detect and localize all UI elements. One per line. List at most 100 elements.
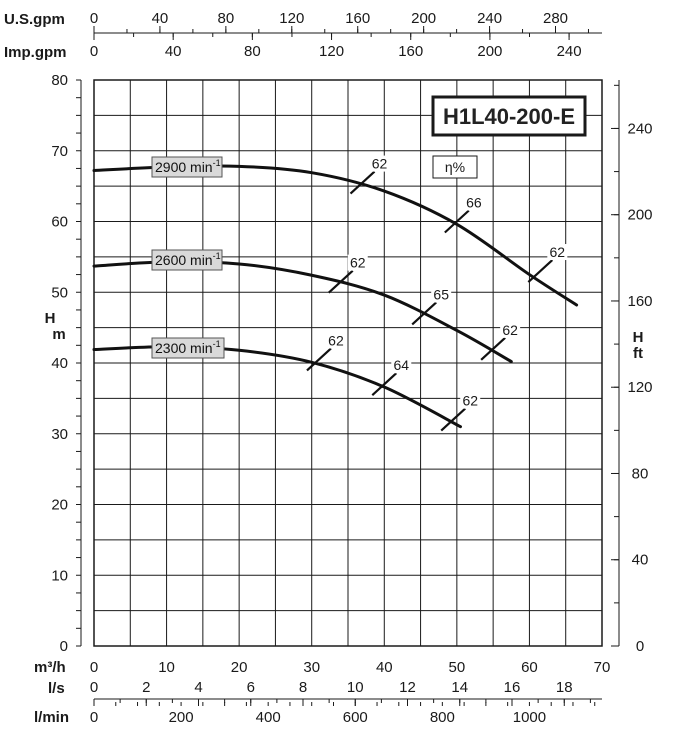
top1-tick-label: 40 (152, 10, 169, 27)
efficiency-value-label: 64 (393, 357, 409, 373)
bottom1-tick-label: 60 (521, 659, 538, 676)
top1-tick-label: 120 (279, 10, 304, 27)
right-tick-label: 0 (636, 638, 644, 655)
efficiency-tick (527, 259, 554, 283)
chart-title: H1L40-200-E (443, 104, 575, 129)
right-tick-label: 240 (627, 120, 652, 137)
top2-tick-label: 240 (557, 43, 582, 60)
top2-tick-label: 120 (319, 43, 344, 60)
efficiency-label-bg (500, 321, 521, 338)
bottom3-tick-label: 400 (256, 709, 281, 726)
efficiency-label-bg (369, 155, 390, 172)
right-axis-name-h: H (633, 329, 644, 346)
right-axis-name-unit: ft (633, 345, 643, 362)
bottom2-tick-label: 12 (399, 679, 416, 696)
bottom2-tick-label: 2 (142, 679, 150, 696)
plot-frame (93, 79, 603, 647)
speed-label-box (151, 337, 225, 359)
left-axis-name-unit: m (52, 326, 65, 343)
bottom1-tick-label: 40 (376, 659, 393, 676)
top2-tick-label: 80 (244, 43, 261, 60)
bottom3-axis-name: l/min (34, 709, 69, 726)
efficiency-label: η% (445, 159, 465, 175)
top1-tick-label: 0 (90, 10, 98, 27)
bottom1-tick-label: 50 (449, 659, 466, 676)
top2-tick-label: 200 (477, 43, 502, 60)
bottom2-tick-label: 10 (347, 679, 364, 696)
bottom2-tick-label: 14 (451, 679, 468, 696)
right-tick-label: 200 (627, 207, 652, 224)
top2-axis-name: Imp.gpm (4, 44, 67, 61)
left-tick-label: 30 (51, 426, 68, 443)
speed-label-text: 2600 min-1 (155, 251, 221, 268)
left-tick-label: 80 (51, 72, 68, 89)
left-tick-label: 20 (51, 497, 68, 514)
right-tick-label: 160 (627, 293, 652, 310)
left-axis-name-h: H (45, 310, 56, 327)
left-tick-label: 10 (51, 567, 68, 584)
bottom1-tick-label: 10 (158, 659, 175, 676)
efficiency-label-bg (431, 286, 452, 303)
bottom1-tick-label: 0 (90, 659, 98, 676)
top2-tick-label: 160 (398, 43, 423, 60)
speed-label-box (151, 249, 223, 271)
efficiency-value-label: 62 (328, 332, 344, 348)
bottom2-tick-label: 8 (299, 679, 307, 696)
bottom3-tick-label: 200 (169, 709, 194, 726)
bottom1-tick-label: 70 (594, 659, 611, 676)
efficiency-tick (480, 337, 506, 361)
bottom1-axis-name: m³/h (34, 659, 66, 676)
top1-tick-label: 240 (477, 10, 502, 27)
efficiency-tick (444, 209, 470, 234)
efficiency-value-label: 65 (433, 286, 449, 302)
bottom2-axis-name: l/s (48, 680, 65, 697)
bottom2-tick-label: 6 (247, 679, 255, 696)
top1-tick-label: 80 (218, 10, 235, 27)
speed-labels: 2900 min-1 2600 min-1 2300 min-1 (151, 156, 225, 359)
bottom3-tick-label: 0 (90, 709, 98, 726)
efficiency-label-bg (347, 254, 368, 271)
efficiency-value-label: 62 (350, 255, 366, 271)
efficiency-marks: 62 66 62 62 65 62 62 64 62 (306, 155, 568, 432)
bottom3-tick-label: 1000 (513, 709, 546, 726)
efficiency-label-bg (391, 357, 412, 374)
right-tick-label: 40 (632, 552, 649, 569)
efficiency-label-bg (547, 244, 568, 261)
efficiency-label-bg (460, 392, 481, 409)
efficiency-legend-box: η% (432, 155, 478, 179)
speed-label-text: 2300 min-1 (155, 339, 221, 356)
efficiency-label-bg (463, 194, 484, 211)
top1-axis-name: U.S.gpm (4, 11, 65, 28)
bottom2-tick-label: 0 (90, 679, 98, 696)
right-tick-label: 80 (632, 465, 649, 482)
efficiency-tick (306, 347, 332, 372)
efficiency-value-label: 62 (550, 244, 566, 260)
left-tick-label: 40 (51, 355, 68, 372)
speed-label-box (151, 156, 223, 178)
left-tick-label: 70 (51, 143, 68, 160)
efficiency-tick (440, 407, 466, 432)
efficiency-value-label: 62 (372, 156, 388, 172)
efficiency-tick (327, 269, 354, 294)
left-tick-label: 60 (51, 214, 68, 231)
efficiency-value-label: 66 (466, 195, 482, 211)
top2-tick-label: 40 (165, 43, 182, 60)
efficiency-tick (349, 170, 376, 195)
top1-tick-label: 280 (543, 10, 568, 27)
right-tick-label: 120 (627, 379, 652, 396)
bottom3-tick-label: 800 (430, 709, 455, 726)
bottom1-tick-label: 20 (231, 659, 248, 676)
bottom3-tick-label: 600 (343, 709, 368, 726)
efficiency-tick (411, 301, 437, 326)
efficiency-tick (371, 372, 398, 397)
top2-tick-label: 0 (90, 43, 98, 60)
efficiency-value-label: 62 (502, 322, 518, 338)
top1-tick-label: 160 (345, 10, 370, 27)
left-tick-label: 0 (60, 638, 68, 655)
bottom2-tick-label: 4 (194, 679, 202, 696)
bottom2-tick-label: 18 (556, 679, 573, 696)
efficiency-label-bg (325, 332, 346, 349)
top1-tick-label: 200 (411, 10, 436, 27)
